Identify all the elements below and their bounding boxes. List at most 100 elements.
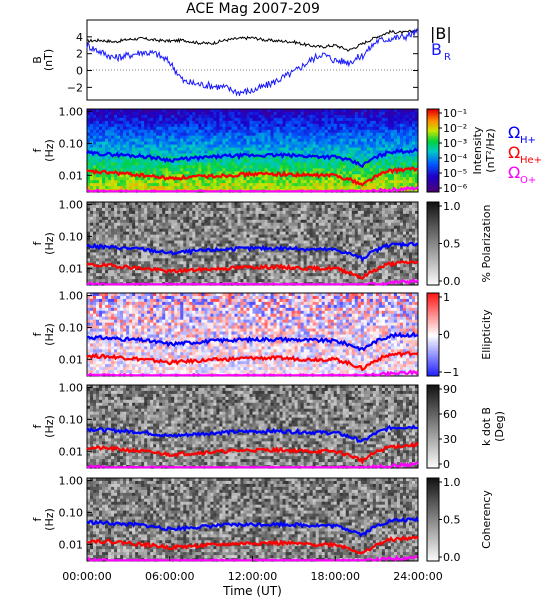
ellipticity-h-plus-line bbox=[86, 331, 419, 352]
ellipticity-colorbar: 1 0 −1 Ellipticity bbox=[426, 291, 493, 379]
time-tick-label: 06:00:00 bbox=[145, 570, 194, 583]
freq-tick-label: 0.10 bbox=[59, 137, 84, 150]
colorbar-tick-label: 10⁻³ bbox=[443, 137, 467, 150]
freq-tick-label: 1.00 bbox=[59, 290, 84, 303]
b-legend: |B| B R bbox=[430, 24, 452, 63]
freq-tick-label: 0.10 bbox=[59, 230, 84, 243]
b-r-line bbox=[86, 27, 419, 97]
colorbar-tick-label: 10⁻⁵ bbox=[443, 167, 467, 180]
polarization-panel: 1.00 0.10 0.01 f (Hz) 1.0 0.5 0.0 % Polarization bbox=[31, 199, 493, 288]
colorbar-tick-label: 0 bbox=[443, 329, 450, 342]
colorbar-tick-label: 60 bbox=[443, 408, 457, 421]
freq-tick-label: 0.10 bbox=[59, 321, 84, 334]
colorbar-tick-label: 10⁻⁶ bbox=[443, 182, 468, 195]
kdotb-yunit: (Hz) bbox=[43, 415, 56, 438]
intensity-h-plus-line bbox=[86, 147, 419, 169]
freq-tick-label: 0.01 bbox=[59, 538, 84, 551]
ellipticity-he-plus-line bbox=[86, 351, 419, 372]
colorbar-tick-label: 1 bbox=[443, 291, 450, 304]
kdotb-colorbar-unit: (Deg) bbox=[493, 411, 506, 442]
freq-tick-label: 0.10 bbox=[59, 506, 84, 519]
b-panel-frame bbox=[86, 19, 419, 101]
polarization-he-plus-line bbox=[86, 260, 419, 280]
ion-legend: Ω H+ Ω He+ Ω O+ bbox=[508, 123, 542, 186]
legend-h-plus: Ω bbox=[508, 123, 520, 142]
colorbar-tick-label: 0.0 bbox=[443, 551, 461, 564]
polarization-cells bbox=[87, 202, 419, 286]
intensity-o-plus-line bbox=[86, 185, 419, 193]
kdotb-panel: 1.00 0.10 0.01 f (Hz) 90 60 30 0 k dot B (Deg) bbox=[31, 382, 506, 471]
x-axis-label: Time (UT) bbox=[222, 584, 282, 598]
kdotb-o-plus-line bbox=[86, 461, 419, 469]
freq-tick-label: 0.10 bbox=[59, 413, 84, 426]
polarization-o-plus-line bbox=[86, 278, 419, 286]
legend-h-plus-sub: H+ bbox=[520, 135, 536, 146]
polarization-h-plus-line bbox=[86, 241, 419, 263]
coherency-yunit: (Hz) bbox=[43, 508, 56, 531]
polarization-colorbar-label: % Polarization bbox=[480, 205, 493, 283]
ellipticity-ylabel: f bbox=[31, 331, 44, 336]
colorbar-tick-label: 30 bbox=[443, 433, 457, 446]
freq-tick-label: 0.01 bbox=[59, 169, 84, 182]
kdotb-h-plus-line bbox=[86, 424, 419, 443]
polarization-ylabel: f bbox=[31, 240, 44, 245]
intensity-panel: 1.000.100.01f (Hz)10⁻¹10⁻²10⁻³10⁻⁴10⁻⁵10⁻… bbox=[31, 106, 497, 195]
legend-o-plus: Ω bbox=[508, 163, 520, 182]
intensity-colorbar-label: Intensity bbox=[471, 126, 484, 174]
legend-b-total: |B| bbox=[430, 24, 452, 43]
colorbar-tick-label: 90 bbox=[443, 383, 457, 396]
ellipticity-o-plus-line bbox=[86, 369, 419, 378]
intensity-colorbar-unit: (nT²/Hz) bbox=[484, 128, 497, 172]
b-yunit: (nT) bbox=[42, 49, 55, 71]
freq-tick-label: 0.01 bbox=[59, 262, 84, 275]
freq-tick-label: 1.00 bbox=[59, 382, 84, 395]
intensity-ylabel: f bbox=[31, 147, 44, 152]
freq-tick-label: 1.00 bbox=[59, 199, 84, 212]
kdotb-colorbar-label: k dot B bbox=[480, 407, 493, 446]
figure-title: ACE Mag 2007-209 bbox=[186, 1, 320, 17]
b-total-line bbox=[86, 28, 419, 52]
time-tick-label: 24:00:00 bbox=[393, 570, 442, 583]
colorbar-tick-label: 0.0 bbox=[443, 275, 461, 288]
legend-b-r: B bbox=[431, 40, 442, 59]
colorbar-tick-label: 10⁻⁴ bbox=[443, 152, 468, 165]
intensity-yunit: (Hz) bbox=[43, 139, 56, 162]
polarization-yunit: (Hz) bbox=[43, 232, 56, 255]
coherency-ylabel: f bbox=[31, 516, 44, 521]
colorbar-tick-label: 0.5 bbox=[443, 238, 461, 251]
b-ylabel: B bbox=[31, 56, 44, 64]
kdotb-cells bbox=[87, 385, 419, 469]
coherency-h-plus-line bbox=[86, 516, 419, 538]
colorbar-tick-label: 0 bbox=[443, 458, 450, 471]
colorbar-tick-label: 10⁻² bbox=[443, 122, 467, 135]
legend-o-plus-sub: O+ bbox=[520, 175, 536, 186]
colorbar-tick-label: 0.5 bbox=[443, 514, 461, 527]
time-tick-label: 00:00:00 bbox=[62, 570, 111, 583]
legend-he-plus-sub: He+ bbox=[520, 155, 542, 166]
freq-tick-label: 1.00 bbox=[59, 475, 84, 488]
ellipticity-colorbar-label: Ellipticity bbox=[480, 309, 493, 360]
kdotb-colorbar: 90 60 30 0 k dot B (Deg) bbox=[426, 383, 506, 471]
ellipticity-yunit: (Hz) bbox=[43, 323, 56, 346]
freq-tick-label: 0.01 bbox=[59, 353, 84, 366]
legend-b-r-sub: R bbox=[444, 52, 451, 63]
b-field-panel: 4 2 0 −2 B (nT) bbox=[31, 19, 419, 101]
b-ytick-label: 4 bbox=[76, 31, 83, 44]
intensity-he-plus-line bbox=[86, 166, 419, 187]
coherency-he-plus-line bbox=[87, 535, 419, 555]
colorbar-tick-label: −1 bbox=[443, 366, 459, 379]
coherency-panel: 1.00 0.10 0.01 f (Hz) 1.0 0.5 0.0 Coherency bbox=[31, 475, 493, 564]
polarization-colorbar: 1.0 0.5 0.0 % Polarization bbox=[426, 200, 493, 288]
time-tick-label: 18:00:00 bbox=[311, 570, 360, 583]
time-tick-label: 12:00:00 bbox=[228, 570, 277, 583]
colorbar-tick-label: 1.0 bbox=[443, 476, 461, 489]
freq-tick-label: 1.00 bbox=[59, 106, 84, 119]
kdotb-ylabel: f bbox=[31, 423, 44, 428]
b-ytick-label: 0 bbox=[76, 65, 83, 78]
b-ytick-label: 2 bbox=[76, 48, 83, 61]
kdotb-he-plus-line bbox=[86, 441, 419, 466]
colorbar-tick-label: 1.0 bbox=[443, 200, 461, 213]
legend-he-plus: Ω bbox=[508, 143, 520, 162]
